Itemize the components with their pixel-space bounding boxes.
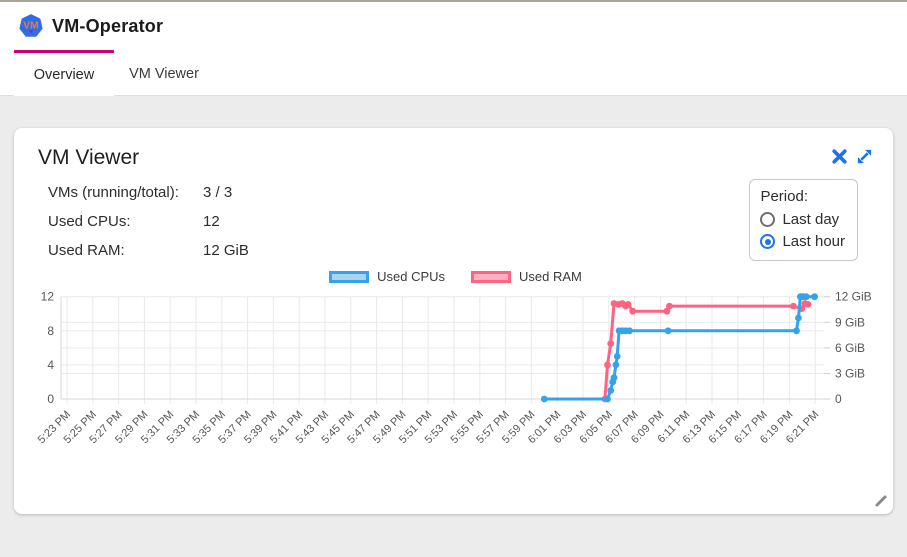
card-title: VM Viewer bbox=[38, 146, 140, 169]
tab-bar: Overview VM Viewer bbox=[0, 50, 907, 96]
svg-text:4: 4 bbox=[47, 358, 54, 372]
legend-swatch-icon bbox=[329, 270, 370, 283]
radio-label: Last hour bbox=[782, 233, 845, 250]
app-title: VM-Operator bbox=[52, 15, 164, 36]
period-label: Period: bbox=[760, 188, 808, 205]
period-selector: Period: Last day Last hour bbox=[749, 179, 858, 261]
legend-label: Used CPUs bbox=[377, 269, 446, 284]
svg-text:9 GiB: 9 GiB bbox=[835, 315, 865, 329]
legend-swatch-icon bbox=[471, 270, 512, 283]
window-top-border bbox=[0, 0, 907, 2]
radio-button-icon[interactable] bbox=[760, 212, 776, 227]
stat-label-used-cpus-: Used CPUs: bbox=[48, 213, 131, 230]
svg-text:12 GiB: 12 GiB bbox=[835, 290, 872, 304]
svg-text:12: 12 bbox=[41, 290, 55, 304]
chart-legend: Used CPUs Used RAM bbox=[38, 269, 873, 284]
stat-value-used-ram-: 12 GiB bbox=[203, 242, 249, 259]
svg-text:0: 0 bbox=[47, 392, 54, 406]
legend-item-used-ram[interactable]: Used RAM bbox=[471, 269, 582, 284]
legend-label: Used RAM bbox=[519, 269, 582, 284]
card-header: VM Viewer bbox=[38, 144, 873, 170]
radio-last-day[interactable]: Last day bbox=[760, 211, 845, 228]
radio-label: Last day bbox=[782, 211, 840, 228]
logo-text: VM bbox=[23, 21, 38, 32]
expand-icon[interactable] bbox=[856, 148, 873, 165]
stat-label-vms-running-total-: VMs (running/total): bbox=[48, 184, 179, 201]
tab-overview[interactable]: Overview bbox=[14, 50, 114, 96]
stat-label-used-ram-: Used RAM: bbox=[48, 242, 125, 259]
svg-text:0: 0 bbox=[835, 392, 842, 406]
radio-button-icon[interactable] bbox=[760, 234, 776, 249]
radio-last-hour[interactable]: Last hour bbox=[760, 233, 845, 250]
tab-vm-viewer[interactable]: VM Viewer bbox=[129, 66, 199, 82]
svg-text:3 GiB: 3 GiB bbox=[835, 366, 865, 380]
svg-text:8: 8 bbox=[47, 324, 54, 338]
chart-canvas: 5:23 PM5:25 PM5:27 PM5:29 PM5:31 PM5:33 … bbox=[36, 290, 872, 446]
stat-value-used-cpus-: 12 bbox=[203, 213, 220, 230]
usage-chart: Used CPUs Used RAM 5:23 PM 5:25 PM 5:27 PM 5… bbox=[36, 269, 873, 458]
close-icon[interactable] bbox=[831, 148, 848, 165]
card-actions bbox=[831, 148, 873, 165]
vm-viewer-card: VM Viewer VMs (running/total): 3 / 3 Used … bbox=[14, 128, 893, 514]
legend-item-used-cpus[interactable]: Used CPUs bbox=[329, 269, 445, 284]
svg-text:6 GiB: 6 GiB bbox=[835, 341, 865, 355]
stat-value-vms-running-total-: 3 / 3 bbox=[203, 184, 233, 201]
resize-grip-icon[interactable] bbox=[874, 494, 888, 508]
app-logo-icon: VM bbox=[19, 14, 43, 37]
vm-stats: VMs (running/total): 3 / 3 Used CPUs: 12 Use… bbox=[48, 184, 388, 259]
app-header: VM VM-Operator bbox=[0, 2, 907, 50]
content-area: VM Viewer VMs (running/total): 3 / 3 Used … bbox=[0, 128, 907, 557]
